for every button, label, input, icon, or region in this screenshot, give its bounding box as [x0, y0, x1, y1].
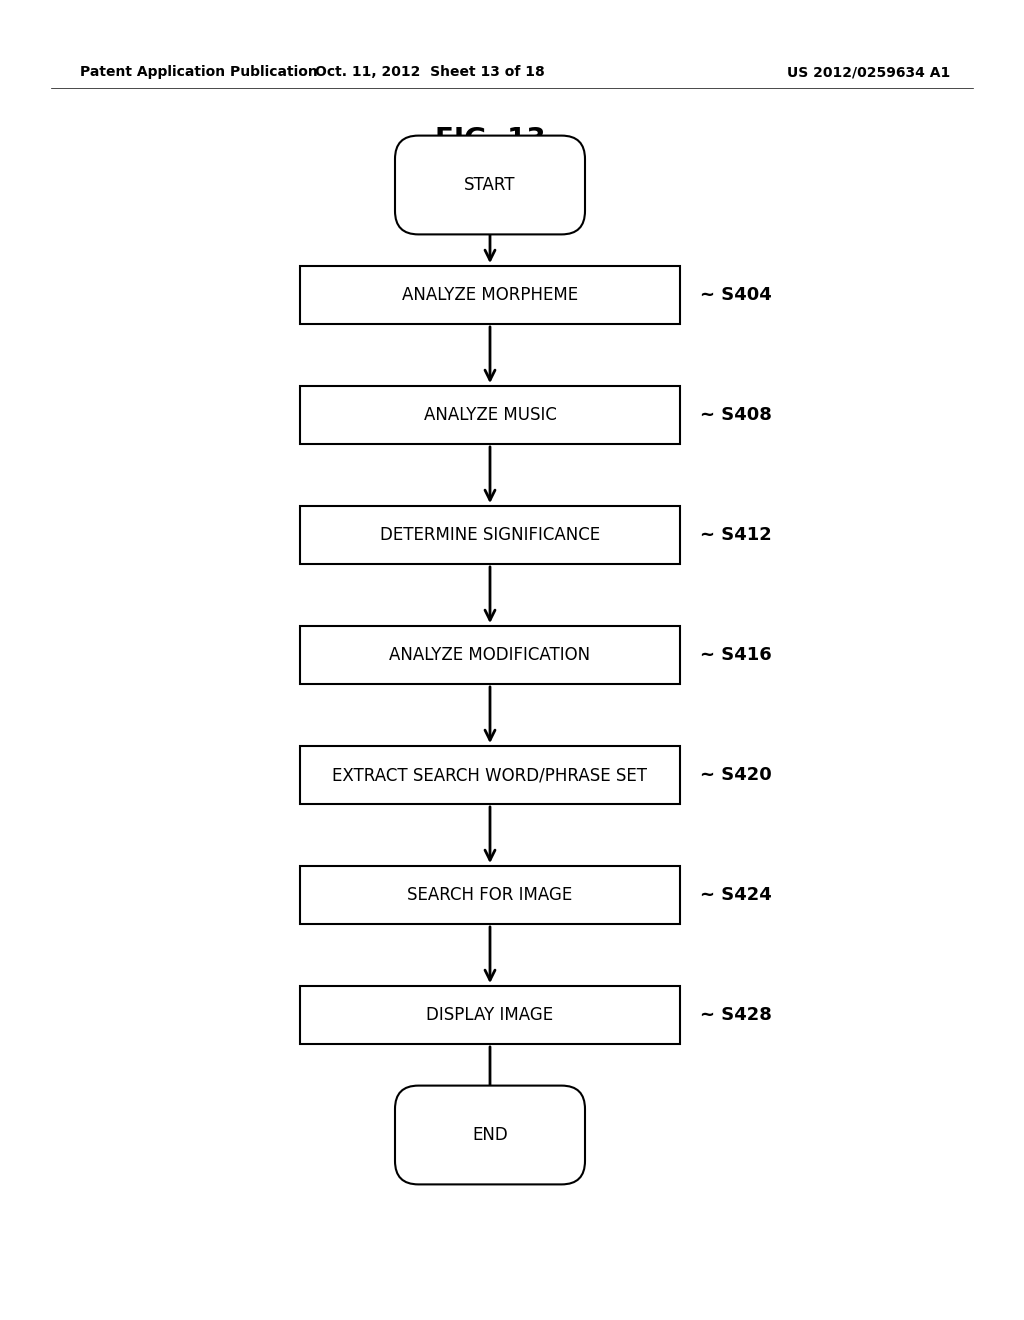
Text: SEARCH FOR IMAGE: SEARCH FOR IMAGE [408, 886, 572, 904]
Bar [300, 866, 680, 924]
Text: ~ S412: ~ S412 [700, 525, 772, 544]
Text: END: END [472, 1126, 508, 1144]
Text: DETERMINE SIGNIFICANCE: DETERMINE SIGNIFICANCE [380, 525, 600, 544]
Text: ~ S408: ~ S408 [700, 407, 772, 424]
Bar [300, 267, 680, 323]
Text: DISPLAY IMAGE: DISPLAY IMAGE [426, 1006, 554, 1024]
Text: START: START [464, 176, 516, 194]
Text: Patent Application Publication: Patent Application Publication [80, 65, 317, 79]
Bar [300, 506, 680, 564]
FancyBboxPatch shape [395, 1085, 585, 1184]
Text: ANALYZE MORPHEME: ANALYZE MORPHEME [402, 286, 579, 304]
Text: ~ S428: ~ S428 [700, 1006, 772, 1024]
Text: ~ S424: ~ S424 [700, 886, 772, 904]
Text: ~ S404: ~ S404 [700, 286, 772, 304]
Text: Oct. 11, 2012  Sheet 13 of 18: Oct. 11, 2012 Sheet 13 of 18 [315, 65, 545, 79]
Text: FIG. 13: FIG. 13 [434, 125, 546, 154]
FancyBboxPatch shape [395, 136, 585, 235]
Text: ~ S420: ~ S420 [700, 766, 772, 784]
Bar [300, 385, 680, 444]
Bar [300, 746, 680, 804]
Bar [300, 986, 680, 1044]
Bar [300, 626, 680, 684]
Text: ANALYZE MUSIC: ANALYZE MUSIC [424, 407, 556, 424]
Text: US 2012/0259634 A1: US 2012/0259634 A1 [786, 65, 950, 79]
Text: ANALYZE MODIFICATION: ANALYZE MODIFICATION [389, 645, 591, 664]
Text: EXTRACT SEARCH WORD/PHRASE SET: EXTRACT SEARCH WORD/PHRASE SET [333, 766, 647, 784]
Text: ~ S416: ~ S416 [700, 645, 772, 664]
